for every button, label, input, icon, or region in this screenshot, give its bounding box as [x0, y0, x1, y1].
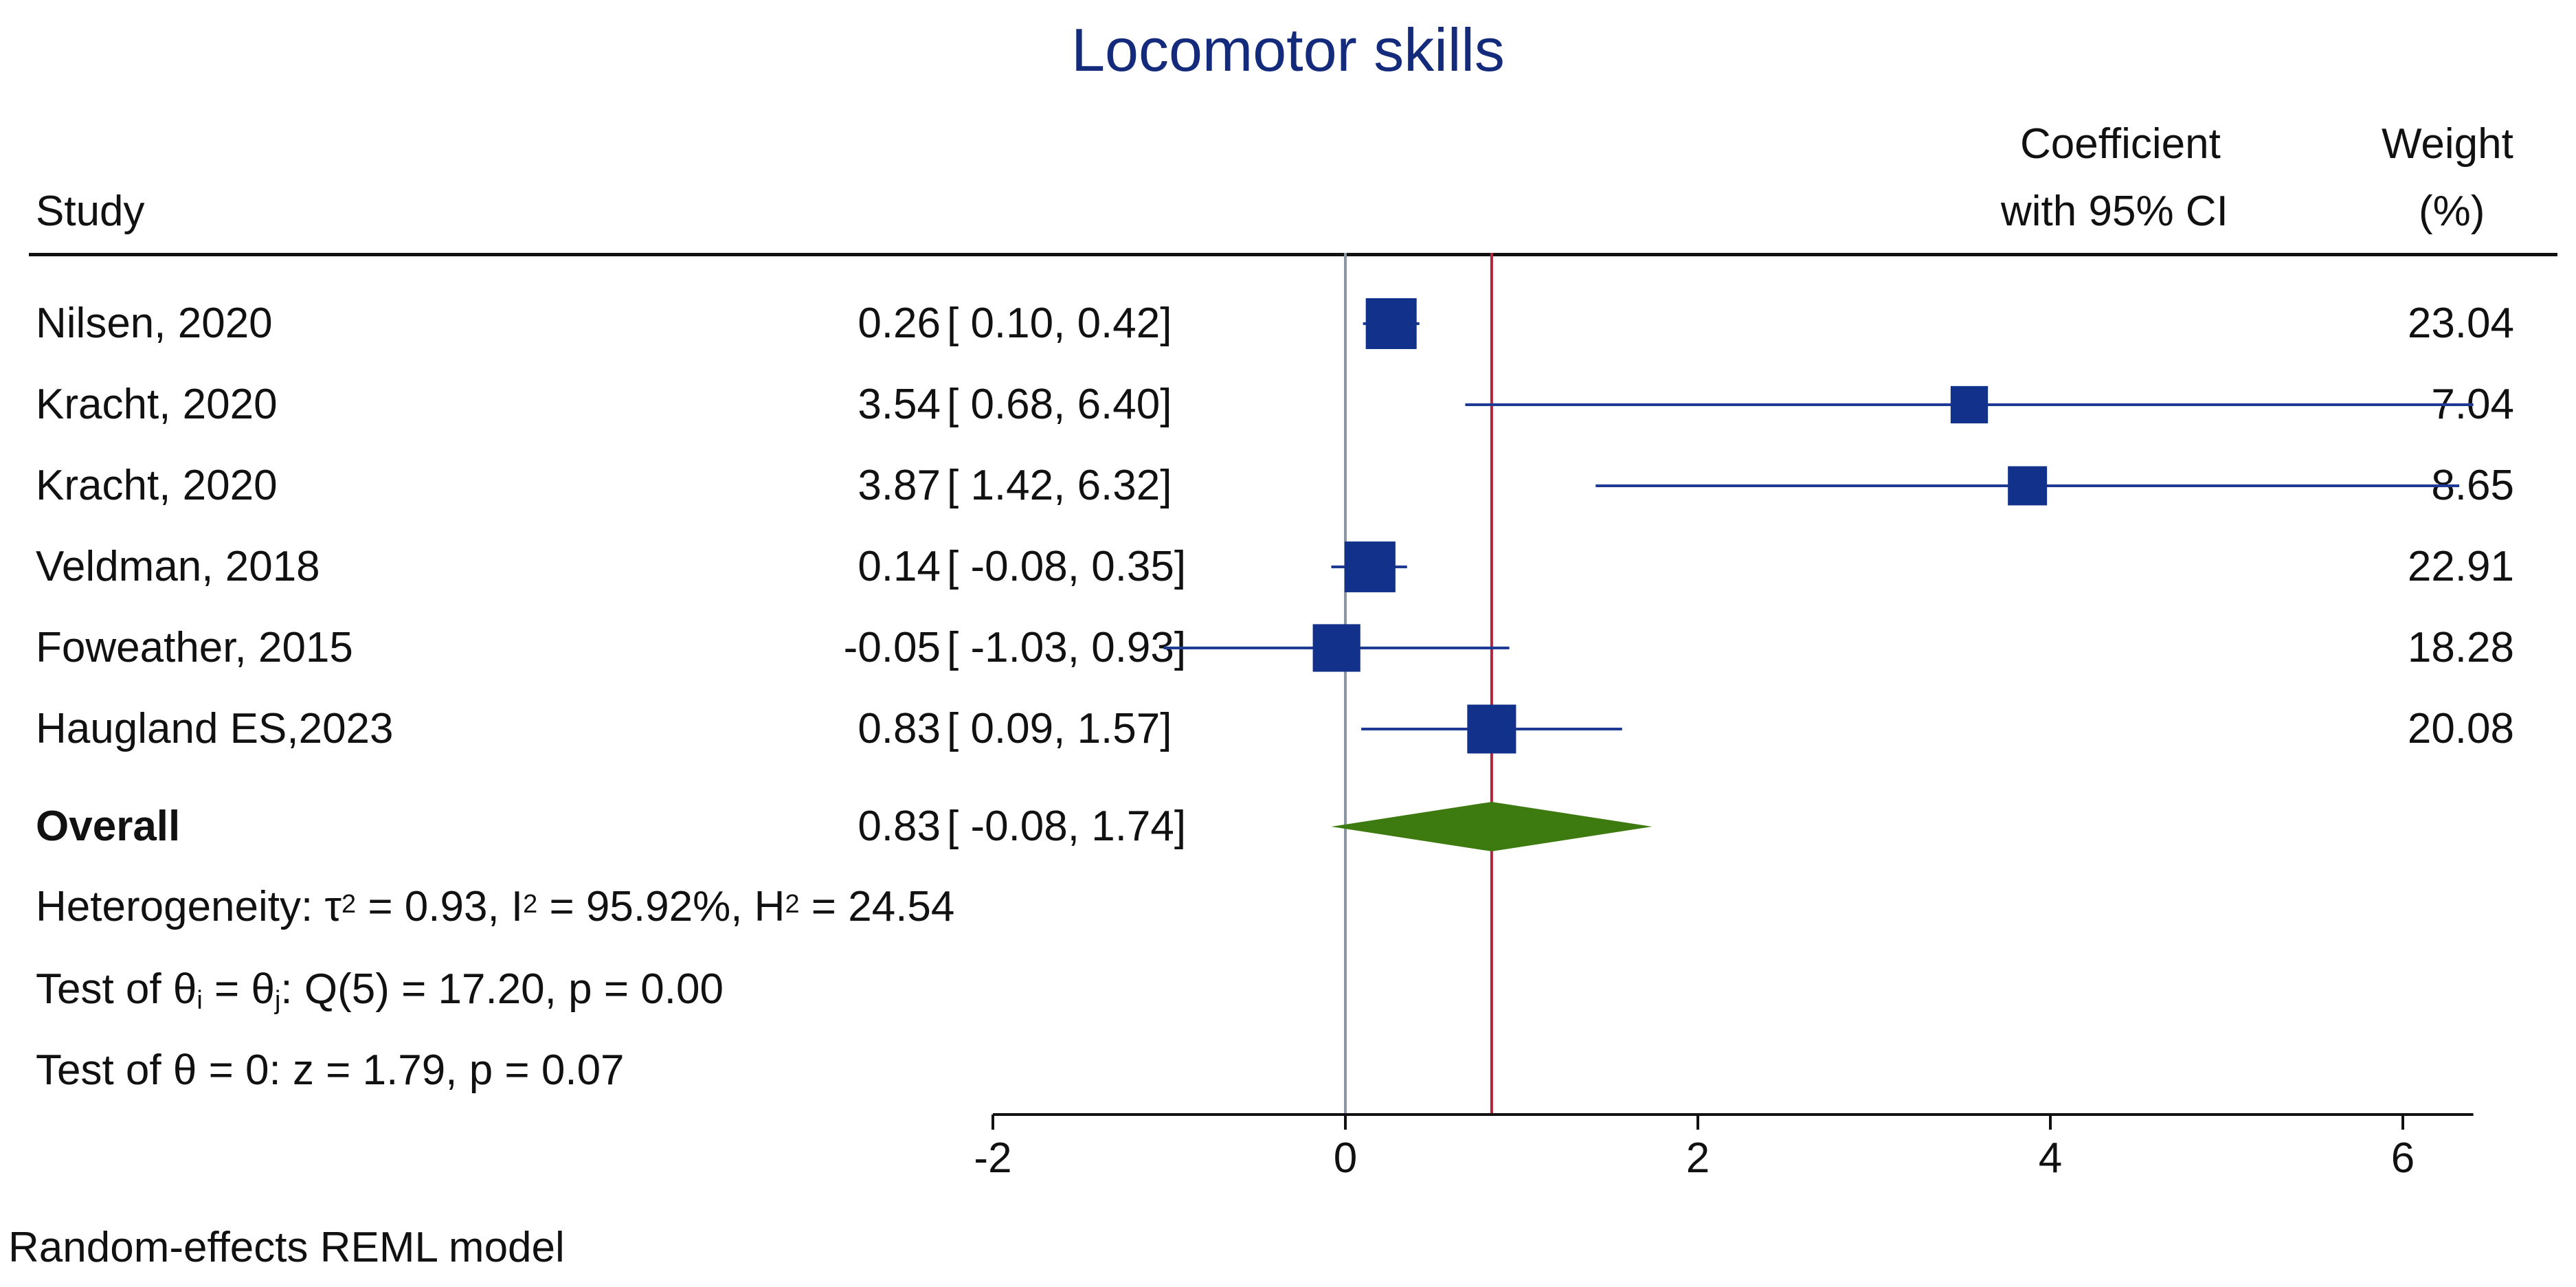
x-axis-tick-label: 4: [2039, 1134, 2062, 1182]
study-label: Foweather, 2015: [36, 624, 353, 671]
overall-label: Overall: [36, 803, 181, 850]
study-label: Kracht, 2020: [36, 462, 278, 509]
study-coefficient: 0.26: [858, 300, 941, 347]
study-ci: [ 0.68, 6.40]: [947, 381, 1172, 428]
overall-effect-test: Test of θ = 0: z = 1.79, p = 0.07: [36, 1047, 625, 1094]
study-marker: [1312, 624, 1360, 672]
study-coefficient: 0.14: [858, 543, 941, 590]
study-ci: [ -0.08, 0.35]: [947, 543, 1187, 590]
header-weight-unit: (%): [2419, 188, 2485, 235]
study-coefficient: 0.83: [858, 705, 941, 752]
overall-diamond: [1331, 802, 1653, 851]
x-axis-tick-label: 2: [1686, 1134, 1710, 1182]
study-marker: [1467, 704, 1516, 754]
study-marker: [1365, 298, 1417, 349]
study-weight: 20.08: [2407, 705, 2514, 752]
study-weight: 22.91: [2407, 543, 2514, 590]
header-coefficient: Coefficient: [2020, 120, 2221, 168]
study-label: Nilsen, 2020: [36, 300, 273, 347]
header-weight: Weight: [2382, 120, 2513, 168]
header-study: Study: [36, 188, 145, 235]
overall-ci: [ -0.08, 1.74]: [947, 803, 1187, 850]
study-coefficient: 3.54: [858, 381, 941, 428]
study-weight: 18.28: [2407, 624, 2514, 671]
homogeneity-test: Test of θi = θj: Q(5) = 17.20, p = 0.00: [36, 965, 724, 1015]
study-weight: 23.04: [2407, 300, 2514, 347]
x-axis-tick-label: 0: [1334, 1134, 1357, 1182]
study-coefficient: 3.87: [858, 462, 941, 509]
study-marker: [1950, 385, 1989, 424]
study-ci: [ 0.10, 0.42]: [947, 300, 1172, 347]
study-ci: [ 0.09, 1.57]: [947, 705, 1172, 752]
study-label: Veldman, 2018: [36, 543, 320, 590]
study-ci: [ -1.03, 0.93]: [947, 624, 1187, 671]
study-label: Kracht, 2020: [36, 381, 278, 428]
study-marker: [2008, 466, 2048, 506]
chart-title: Locomotor skills: [1071, 16, 1505, 84]
x-axis-tick-label: -2: [974, 1134, 1011, 1182]
model-footnote: Random-effects REML model: [8, 1224, 565, 1271]
heterogeneity-stats: Heterogeneity: τ2 = 0.93, I2 = 95.92%, H…: [36, 883, 955, 930]
header-ci: with 95% CI: [2001, 188, 2228, 235]
study-ci: [ 1.42, 6.32]: [947, 462, 1172, 509]
study-marker: [1344, 541, 1396, 592]
overall-coefficient: 0.83: [858, 803, 941, 850]
study-label: Haugland ES,2023: [36, 705, 394, 752]
header-rule: [29, 253, 2557, 256]
x-axis-tick-label: 6: [2391, 1134, 2415, 1182]
study-coefficient: -0.05: [843, 624, 941, 671]
